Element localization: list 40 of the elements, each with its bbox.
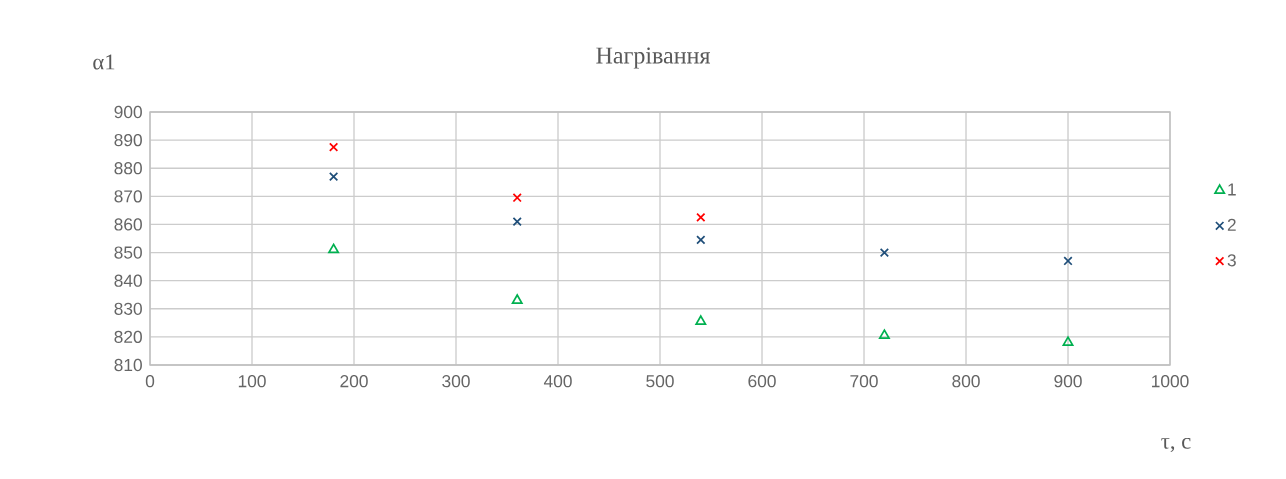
x-tick-label: 800 [952, 375, 980, 388]
y-tick-label: 850 [114, 246, 142, 259]
x-tick-label: 300 [442, 375, 470, 388]
x-tick-label: 0 [145, 375, 155, 388]
x-tick-label: 100 [238, 375, 266, 388]
y-axis-title: α1 [93, 54, 115, 70]
x-tick-label: 200 [340, 375, 368, 388]
y-tick-label: 870 [114, 190, 142, 203]
point [328, 172, 339, 182]
y-tick-label: 880 [114, 162, 142, 175]
point [328, 142, 339, 152]
point [878, 329, 890, 340]
y-tick-label: 860 [114, 218, 142, 231]
legend-label: 2 [1227, 218, 1236, 231]
y-tick-label: 830 [114, 302, 142, 315]
point [1062, 336, 1074, 347]
point [512, 193, 522, 203]
x-tick-label: 500 [646, 375, 674, 388]
point [1063, 256, 1073, 266]
x-tick-label: 700 [850, 375, 878, 388]
x-tick-label: 1000 [1152, 375, 1189, 388]
point [696, 212, 706, 223]
y-tick-label: 900 [114, 105, 142, 119]
y-tick-label: 840 [114, 274, 142, 287]
legend-label: 1 [1228, 183, 1236, 196]
point [328, 243, 340, 254]
y-tick-label: 890 [114, 133, 142, 147]
y-tick-label: 810 [114, 358, 142, 372]
point [511, 294, 523, 304]
point [512, 216, 522, 227]
x-tick-label: 900 [1054, 375, 1082, 388]
x-axis-title: τ, с [1161, 437, 1191, 453]
point [695, 315, 707, 325]
x-tick-label: 400 [543, 375, 572, 388]
point [879, 247, 890, 258]
x-tick-label: 600 [748, 375, 776, 388]
point [696, 235, 706, 245]
chart-title: Нагрівання [596, 47, 711, 69]
y-tick-label: 820 [114, 330, 142, 344]
legend-label: 3 [1227, 254, 1236, 267]
